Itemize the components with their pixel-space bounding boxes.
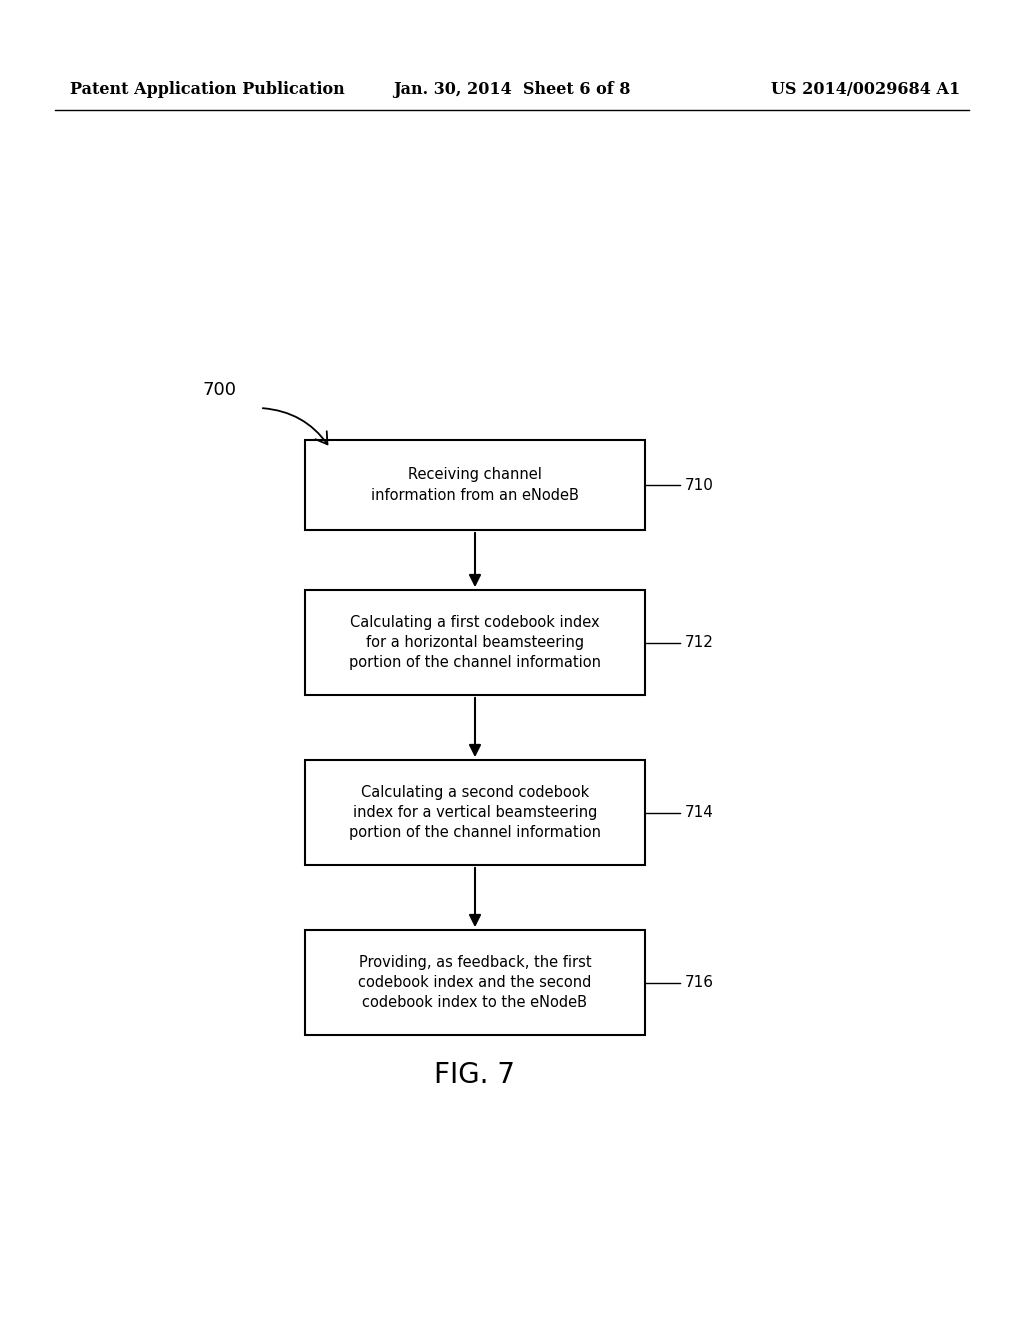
Bar [305,440,645,531]
FancyArrowPatch shape [263,408,328,445]
Text: FIG. 7: FIG. 7 [434,1061,515,1089]
Text: 700: 700 [203,381,237,399]
Text: 714: 714 [685,805,714,820]
Text: Calculating a second codebook
index for a vertical beamsteering
portion of the c: Calculating a second codebook index for … [349,784,601,841]
Bar [305,590,645,696]
Text: 716: 716 [685,975,714,990]
Text: Calculating a first codebook index
for a horizontal beamsteering
portion of the : Calculating a first codebook index for a… [349,615,601,671]
Text: Receiving channel
information from an eNodeB: Receiving channel information from an eN… [371,467,579,503]
Bar [305,760,645,865]
Text: Providing, as feedback, the first
codebook index and the second
codebook index t: Providing, as feedback, the first codebo… [358,954,592,1010]
Text: Jan. 30, 2014  Sheet 6 of 8: Jan. 30, 2014 Sheet 6 of 8 [393,82,631,99]
Bar [305,931,645,1035]
Text: 712: 712 [685,635,714,649]
Text: US 2014/0029684 A1: US 2014/0029684 A1 [771,82,961,99]
Text: 710: 710 [685,478,714,492]
Text: Patent Application Publication: Patent Application Publication [70,82,345,99]
